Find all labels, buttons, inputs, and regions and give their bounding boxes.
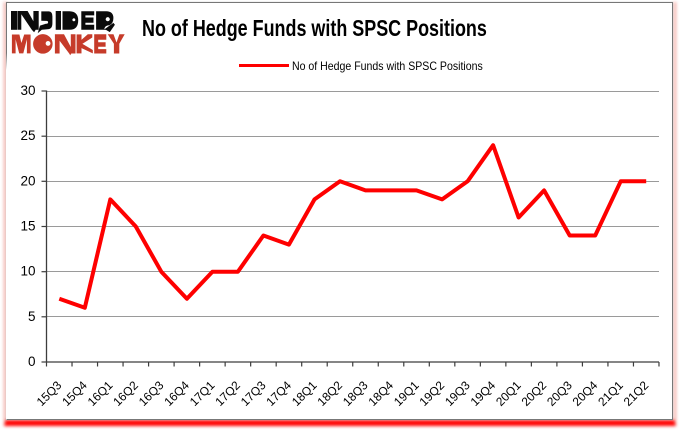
- svg-text:19Q4: 19Q4: [468, 378, 499, 409]
- svg-text:20Q3: 20Q3: [544, 378, 575, 409]
- svg-text:18Q2: 18Q2: [314, 378, 345, 409]
- svg-text:19Q2: 19Q2: [417, 378, 448, 409]
- svg-text:21Q1: 21Q1: [595, 378, 626, 409]
- svg-text:5: 5: [28, 309, 36, 324]
- svg-text:17Q2: 17Q2: [212, 378, 243, 409]
- svg-text:20Q4: 20Q4: [570, 378, 601, 409]
- svg-text:19Q3: 19Q3: [442, 378, 473, 409]
- svg-text:15: 15: [20, 219, 35, 234]
- svg-text:17Q4: 17Q4: [263, 378, 294, 409]
- svg-text:18Q4: 18Q4: [365, 378, 396, 409]
- svg-text:17Q3: 17Q3: [238, 378, 269, 409]
- svg-text:21Q2: 21Q2: [621, 378, 652, 409]
- svg-text:16Q2: 16Q2: [110, 378, 141, 409]
- svg-text:18Q1: 18Q1: [289, 378, 320, 409]
- svg-text:20Q1: 20Q1: [493, 378, 524, 409]
- svg-text:16Q4: 16Q4: [161, 378, 192, 409]
- svg-text:19Q1: 19Q1: [391, 378, 422, 409]
- svg-text:16Q3: 16Q3: [136, 378, 167, 409]
- svg-text:25: 25: [20, 128, 35, 143]
- svg-text:20Q2: 20Q2: [519, 378, 550, 409]
- svg-text:15Q3: 15Q3: [34, 378, 65, 409]
- svg-text:10: 10: [20, 264, 35, 279]
- svg-text:30: 30: [20, 83, 35, 98]
- svg-text:0: 0: [28, 354, 36, 369]
- svg-text:17Q1: 17Q1: [187, 378, 218, 409]
- svg-text:15Q4: 15Q4: [59, 378, 90, 409]
- svg-text:16Q1: 16Q1: [85, 378, 116, 409]
- svg-text:20: 20: [20, 173, 35, 188]
- svg-text:18Q3: 18Q3: [340, 378, 371, 409]
